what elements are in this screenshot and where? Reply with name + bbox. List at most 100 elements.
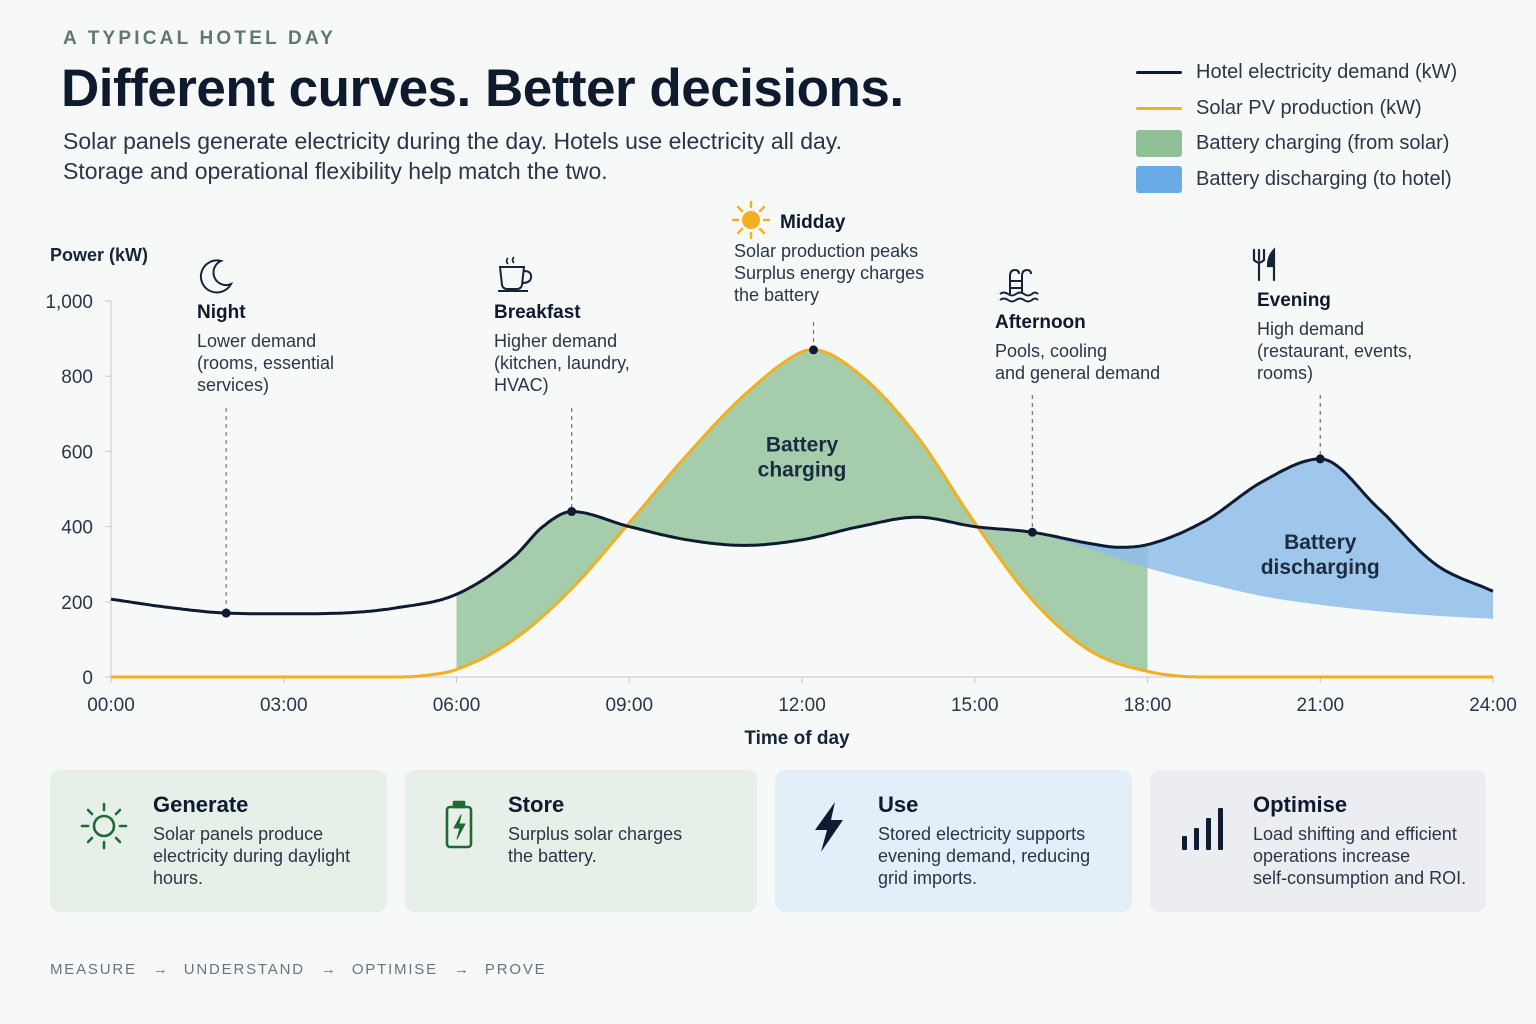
card-generate-title: Generate — [153, 792, 249, 817]
card-store-text-line: Surplus solar charges — [508, 824, 683, 844]
legend-swatch-demand — [1136, 71, 1182, 75]
annotation-text-night: Lower demand — [197, 331, 316, 351]
footer-step-prove: PROVE — [484, 961, 547, 978]
annotation-point-night — [221, 608, 231, 618]
arrow-icon: → — [152, 961, 168, 978]
annotation-text-afternoon: Pools, cooling — [995, 341, 1107, 361]
card-use-text-line: evening demand, reducing — [878, 846, 1091, 866]
subtitle-line-2: Storage and operational flexibility help… — [63, 158, 608, 184]
annotation-title-evening: Evening — [1257, 290, 1331, 311]
annotation-text-evening: (restaurant, events, — [1257, 341, 1412, 361]
x-tick-label: 00:00 — [87, 695, 135, 716]
card-optimise-title: Optimise — [1253, 792, 1348, 817]
card-use-text-line: Stored electricity supports — [878, 824, 1086, 844]
pool-icon — [999, 268, 1039, 303]
card-store-text: Surplus solar charges the battery. — [508, 823, 738, 867]
process-footer: MEASURE → UNDERSTAND → OPTIMISE → PROVE — [50, 961, 546, 978]
card-optimise-text: Load shifting and efficient operations i… — [1253, 823, 1483, 889]
power-chart: 0 200 400 600 800 1,000 00:00 03:00 06:00 09:00 12… — [45, 200, 1517, 749]
x-tick-label: 09:00 — [605, 695, 653, 716]
card-optimise-text-line: Load shifting and efficient — [1253, 824, 1457, 844]
card-use-text-line: grid imports. — [878, 868, 978, 888]
annotation-text-midday: Surplus energy charges — [734, 263, 924, 283]
x-tick-label: 06:00 — [433, 695, 481, 716]
moon-icon — [199, 259, 234, 294]
y-axis-label: Power (kW) — [50, 245, 148, 265]
summary-cards: Generate Solar panels produce electricit… — [50, 770, 1486, 912]
x-tick-label: 21:00 — [1296, 695, 1344, 716]
coffee-cup-icon — [498, 256, 533, 292]
card-store-title: Store — [508, 792, 565, 817]
x-tick-label: 12:00 — [778, 695, 826, 716]
sun-outline-icon — [80, 802, 128, 850]
y-tick-label: 1,000 — [45, 292, 93, 313]
y-tick-label: 200 — [61, 593, 93, 614]
legend-swatch-solar — [1136, 106, 1182, 110]
annotation-text-night: services) — [197, 375, 269, 395]
legend-label-charging: Battery charging (from solar) — [1196, 132, 1450, 155]
card-generate: Generate Solar panels produce electricit… — [50, 770, 387, 912]
arrow-icon: → — [453, 961, 469, 978]
legend-item-demand: Hotel electricity demand (kW) — [1136, 55, 1457, 91]
battery-discharging-label: discharging — [1261, 556, 1380, 579]
legend-swatch-discharging — [1136, 165, 1182, 193]
annotation-text-breakfast: Higher demand — [494, 331, 617, 351]
eyebrow: A TYPICAL HOTEL DAY — [63, 28, 337, 49]
card-generate-text-line: electricity during daylight — [153, 846, 351, 866]
card-optimise: Optimise Load shifting and efficient ope… — [1150, 770, 1486, 912]
footer-step-understand: UNDERSTAND — [183, 961, 305, 978]
card-store-text-line: the battery. — [508, 846, 597, 866]
annotation-title-afternoon: Afternoon — [995, 312, 1086, 333]
legend-item-charging: Battery charging (from solar) — [1136, 126, 1457, 162]
legend-label-solar: Solar PV production (kW) — [1196, 96, 1422, 119]
annotation-point-evening — [1315, 454, 1325, 464]
legend: Hotel electricity demand (kW) Solar PV p… — [1136, 55, 1457, 197]
annotation-title-midday: Midday — [780, 212, 846, 233]
sun-icon — [731, 200, 771, 240]
battery-charging-area — [456, 349, 1148, 672]
annotation-text-midday: Solar production peaks — [734, 241, 918, 261]
subtitle: Solar panels generate electricity during… — [63, 126, 963, 186]
x-tick-label: 15:00 — [951, 695, 999, 716]
x-axis-label: Time of day — [744, 728, 850, 749]
legend-label-demand: Hotel electricity demand (kW) — [1196, 61, 1458, 84]
hotel-demand-line — [110, 457, 1494, 616]
x-tick-label: 03:00 — [260, 695, 308, 716]
annotation-text-evening: High demand — [1257, 319, 1364, 339]
lightning-icon — [815, 802, 843, 852]
arrow-icon: → — [320, 961, 336, 978]
y-tick-label: 400 — [61, 518, 93, 539]
card-optimise-text-line: self-consumption and ROI. — [1253, 868, 1467, 888]
annotation-text-afternoon: and general demand — [995, 363, 1160, 383]
battery-charging-icon — [445, 800, 473, 849]
legend-item-solar: Solar PV production (kW) — [1136, 91, 1457, 127]
annotation-text-midday: the battery — [734, 285, 819, 305]
annotation-point-afternoon — [1027, 527, 1037, 537]
card-generate-text-line: Solar panels produce — [153, 824, 324, 844]
x-tick-label: 18:00 — [1124, 695, 1172, 716]
page-title: Different curves. Better decisions. — [61, 59, 904, 118]
card-use-text: Stored electricity supports evening dema… — [878, 823, 1108, 889]
x-tick-label: 24:00 — [1469, 695, 1517, 716]
y-tick-label: 0 — [82, 668, 93, 689]
legend-swatch-charging — [1136, 130, 1182, 158]
annotation-title-breakfast: Breakfast — [494, 302, 581, 323]
card-generate-text-line: hours. — [153, 868, 204, 888]
annotation-title-night: Night — [197, 302, 246, 323]
battery-charging-label: charging — [758, 458, 847, 481]
legend-label-discharging: Battery discharging (to hotel) — [1196, 167, 1452, 190]
legend-item-discharging: Battery discharging (to hotel) — [1136, 162, 1457, 198]
annotation-text-evening: rooms) — [1257, 363, 1313, 383]
battery-discharging-label: Battery — [1284, 531, 1357, 554]
card-use: Use Stored electricity supports evening … — [775, 770, 1132, 912]
solar-production-line — [111, 348, 1493, 679]
fork-knife-icon — [1252, 247, 1276, 282]
annotation-point-breakfast — [567, 507, 577, 517]
battery-charging-label: Battery — [766, 433, 839, 456]
y-tick-label: 600 — [61, 442, 93, 463]
annotation-text-breakfast: HVAC) — [494, 375, 549, 395]
card-store: Store Surplus solar charges the battery. — [405, 770, 757, 912]
bar-chart-icon — [1182, 808, 1223, 850]
annotation-text-breakfast: (kitchen, laundry, — [494, 353, 630, 373]
card-use-title: Use — [878, 792, 919, 817]
